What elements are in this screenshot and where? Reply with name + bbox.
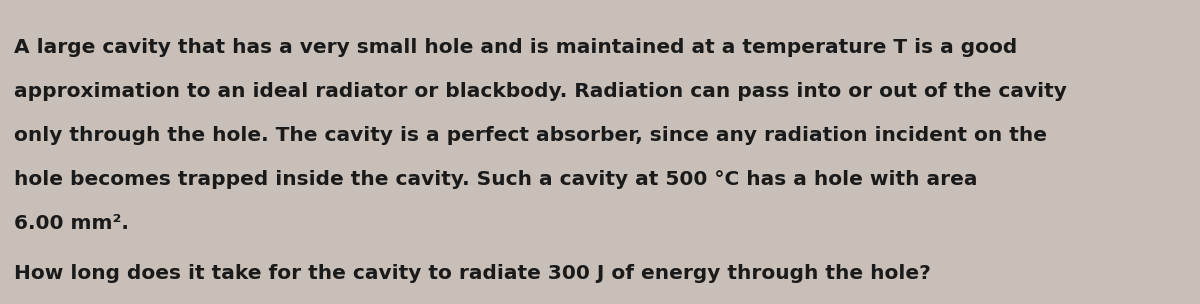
Text: only through the hole. The cavity is a perfect absorber, since any radiation inc: only through the hole. The cavity is a p…: [14, 126, 1048, 145]
Text: 6.00 mm².: 6.00 mm².: [14, 214, 130, 233]
Text: A large cavity that has a very small hole and is maintained at a temperature T i: A large cavity that has a very small hol…: [14, 38, 1018, 57]
Text: approximation to an ideal radiator or blackbody. Radiation can pass into or out : approximation to an ideal radiator or bl…: [14, 82, 1067, 101]
Text: How long does it take for the cavity to radiate 300 J of energy through the hole: How long does it take for the cavity to …: [14, 264, 931, 283]
Text: hole becomes trapped inside the cavity. Such a cavity at 500 °C has a hole with : hole becomes trapped inside the cavity. …: [14, 170, 978, 189]
